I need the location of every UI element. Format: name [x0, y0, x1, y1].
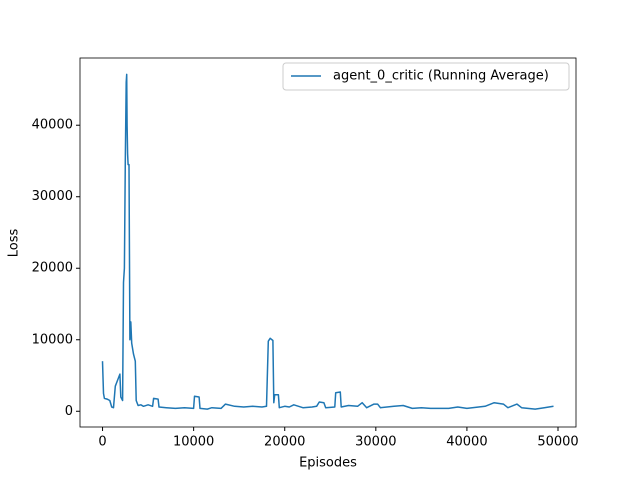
y-axis-label: Loss [7, 229, 22, 258]
y-tick-label: 10000 [32, 332, 73, 347]
y-tick-label: 40000 [32, 118, 73, 133]
y-tick-label: 0 [65, 404, 73, 419]
legend-box [282, 62, 570, 91]
x-tick-label: 20000 [264, 435, 305, 450]
x-tick-label: 30000 [355, 435, 396, 450]
y-tick-label: 20000 [32, 261, 73, 276]
y-tick-label: 30000 [32, 189, 73, 204]
x-axis-label: Episodes [299, 456, 357, 471]
legend-label: agent_0_critic (Running Average) [333, 69, 549, 84]
x-tick-label: 10000 [173, 435, 214, 450]
x-tick-label: 40000 [446, 435, 487, 450]
x-tick-label: 0 [98, 435, 106, 450]
x-tick-label: 50000 [537, 435, 578, 450]
plot-frame [79, 57, 577, 428]
line-series [101, 73, 554, 410]
